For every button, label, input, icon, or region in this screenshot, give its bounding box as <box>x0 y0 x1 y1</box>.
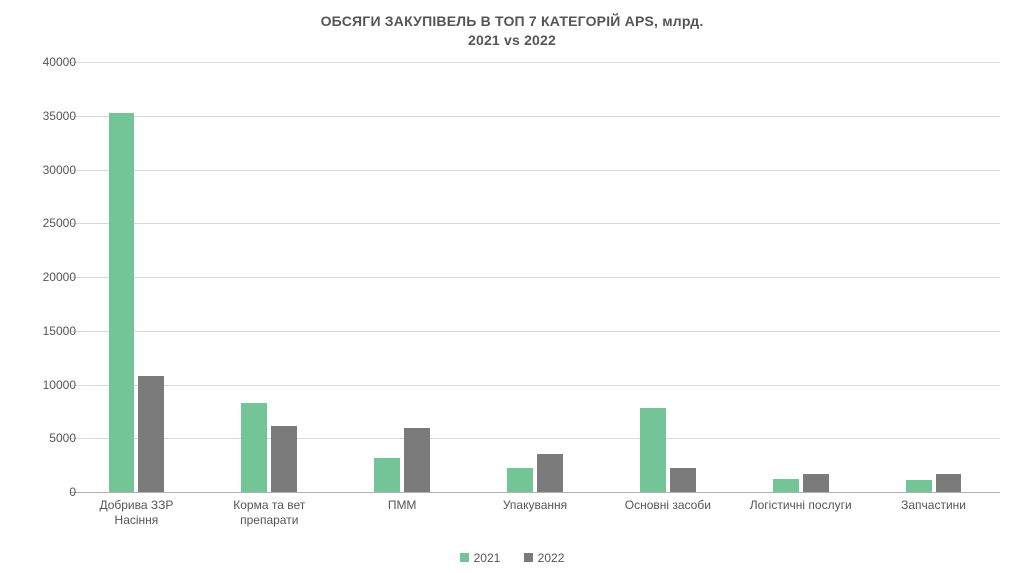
bar <box>803 474 829 492</box>
gridline <box>70 62 1000 63</box>
legend-item-2021: 2021 <box>460 551 501 565</box>
bar <box>404 428 430 493</box>
gridline <box>70 385 1000 386</box>
ytick-label: 30000 <box>12 163 82 177</box>
xtick-label: Упакування <box>469 498 602 513</box>
ytick-label: 20000 <box>12 270 82 284</box>
bar <box>670 468 696 492</box>
xtick-label: Запчастини <box>867 498 1000 513</box>
gridline <box>70 170 1000 171</box>
xtick-label: Логістичні послуги <box>734 498 867 513</box>
legend-swatch-2021 <box>460 553 469 562</box>
xtick-label: Основні засоби <box>601 498 734 513</box>
gridline <box>70 331 1000 332</box>
plot-area <box>70 62 1000 492</box>
gridline <box>70 116 1000 117</box>
x-axis-line <box>70 492 1000 493</box>
bar <box>640 408 666 492</box>
legend: 2021 2022 <box>0 551 1024 566</box>
bar <box>241 403 267 492</box>
xtick-label: Корма та вет препарати <box>203 498 336 528</box>
ytick-label: 40000 <box>12 55 82 69</box>
gridline <box>70 438 1000 439</box>
legend-item-2022: 2022 <box>524 551 565 565</box>
chart-title-line2: 2021 vs 2022 <box>468 32 556 48</box>
legend-label-2021: 2021 <box>474 551 501 565</box>
bar <box>773 479 799 492</box>
chart-title-line1: ОБСЯГИ ЗАКУПІВЕЛЬ В ТОП 7 КАТЕГОРІЙ APS,… <box>321 13 704 29</box>
ytick-label: 5000 <box>12 431 82 445</box>
gridline <box>70 223 1000 224</box>
bar <box>271 426 297 492</box>
ytick-label: 10000 <box>12 378 82 392</box>
bar <box>507 468 533 492</box>
legend-label-2022: 2022 <box>538 551 565 565</box>
bar <box>109 113 135 492</box>
ytick-label: 25000 <box>12 216 82 230</box>
bar <box>906 480 932 492</box>
chart-title: ОБСЯГИ ЗАКУПІВЕЛЬ В ТОП 7 КАТЕГОРІЙ APS,… <box>0 0 1024 50</box>
ytick-label: 35000 <box>12 109 82 123</box>
bar <box>374 458 400 492</box>
bar <box>138 376 164 492</box>
xtick-label: ПММ <box>336 498 469 513</box>
chart-container: ОБСЯГИ ЗАКУПІВЕЛЬ В ТОП 7 КАТЕГОРІЙ APS,… <box>0 0 1024 573</box>
ytick-label: 15000 <box>12 324 82 338</box>
ytick-label: 0 <box>12 485 82 499</box>
xtick-label: Добрива ЗЗР Насіння <box>70 498 203 528</box>
gridline <box>70 277 1000 278</box>
legend-swatch-2022 <box>524 553 533 562</box>
bar <box>537 454 563 492</box>
bar <box>936 474 962 492</box>
